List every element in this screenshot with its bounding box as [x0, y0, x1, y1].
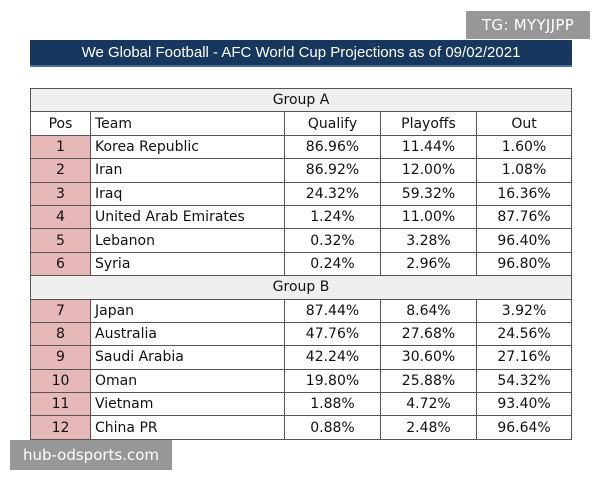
cell-qualify: 86.92%	[284, 158, 381, 183]
cell-out: 16.36%	[475, 181, 573, 206]
cell-playoffs: 12.00%	[380, 158, 477, 183]
cell-out: 96.80%	[475, 251, 573, 277]
group-header-row: Group B	[29, 275, 573, 300]
table-row: 9 Saudi Arabia 42.24% 30.60% 27.16%	[30, 345, 573, 370]
table-row: 5 Lebanon 0.32% 3.28% 96.40%	[30, 228, 573, 253]
table-row: 12 China PR 0.88% 2.48% 96.64%	[30, 415, 573, 440]
cell-playoffs: 4.72%	[380, 392, 477, 417]
cell-pos: 7	[30, 298, 91, 323]
cell-team: Iran	[90, 158, 285, 183]
cell-out: 54.32%	[475, 368, 573, 394]
cell-team: Syria	[90, 251, 285, 277]
cell-team: Iraq	[90, 181, 285, 206]
cell-qualify: 0.32%	[284, 228, 381, 253]
cell-playoffs: 8.64%	[380, 298, 477, 323]
column-header-pos: Pos	[30, 111, 91, 136]
cell-team: United Arab Emirates	[90, 204, 285, 230]
column-header-row: Pos Team Qualify Playoffs Out	[30, 111, 573, 136]
cell-pos: 10	[30, 368, 91, 394]
cell-out: 96.64%	[475, 415, 573, 440]
cell-team: Korea Republic	[90, 134, 285, 160]
cell-qualify: 87.44%	[284, 298, 381, 323]
cell-team: Vietnam	[90, 392, 285, 417]
cell-playoffs: 3.28%	[380, 228, 477, 253]
column-header-qualify: Qualify	[284, 111, 381, 136]
cell-playoffs: 27.68%	[380, 321, 477, 347]
cell-team: Japan	[90, 298, 285, 323]
table-row: 6 Syria 0.24% 2.96% 96.80%	[30, 251, 573, 277]
cell-team: China PR	[90, 415, 285, 440]
column-header-team: Team	[90, 111, 285, 136]
cell-pos: 4	[30, 204, 91, 230]
cell-out: 96.40%	[475, 228, 573, 253]
table-row: 7 Japan 87.44% 8.64% 3.92%	[30, 298, 573, 323]
cell-playoffs: 25.88%	[380, 368, 477, 394]
table-row: 3 Iraq 24.32% 59.32% 16.36%	[30, 181, 573, 206]
cell-pos: 12	[30, 415, 91, 440]
cell-out: 1.60%	[475, 134, 573, 160]
cell-pos: 3	[30, 181, 91, 206]
cell-out: 3.92%	[475, 298, 573, 323]
cell-pos: 11	[30, 392, 91, 417]
cell-team: Lebanon	[90, 228, 285, 253]
column-header-playoffs: Playoffs	[380, 111, 477, 136]
cell-qualify: 1.88%	[284, 392, 381, 417]
cell-pos: 8	[30, 321, 91, 347]
group-name: Group A	[29, 87, 573, 113]
cell-pos: 1	[30, 134, 91, 160]
cell-out: 93.40%	[475, 392, 573, 417]
cell-pos: 5	[30, 228, 91, 253]
cell-qualify: 42.24%	[284, 345, 381, 370]
group-header-row: Group A	[29, 87, 573, 113]
table-row: 8 Australia 47.76% 27.68% 24.56%	[30, 321, 573, 347]
table-row: 4 United Arab Emirates 1.24% 11.00% 87.76%	[30, 204, 573, 230]
cell-playoffs: 11.44%	[380, 134, 477, 160]
cell-pos: 2	[30, 158, 91, 183]
cell-team: Australia	[90, 321, 285, 347]
table-row: 11 Vietnam 1.88% 4.72% 93.40%	[30, 392, 573, 417]
cell-playoffs: 30.60%	[380, 345, 477, 370]
cell-playoffs: 2.48%	[380, 415, 477, 440]
cell-team: Saudi Arabia	[90, 345, 285, 370]
cell-pos: 9	[30, 345, 91, 370]
cell-qualify: 24.32%	[284, 181, 381, 206]
cell-out: 24.56%	[475, 321, 573, 347]
page-title: We Global Football - AFC World Cup Proje…	[30, 40, 572, 65]
table-row: 1 Korea Republic 86.96% 11.44% 1.60%	[30, 134, 573, 160]
column-header-out: Out	[475, 111, 573, 136]
cell-out: 27.16%	[475, 345, 573, 370]
group-name: Group B	[29, 275, 573, 300]
cell-playoffs: 2.96%	[380, 251, 477, 277]
watermark-telegram: TG: MYYJJPP	[466, 11, 590, 39]
cell-playoffs: 11.00%	[380, 204, 477, 230]
cell-qualify: 1.24%	[284, 204, 381, 230]
watermark-site: hub-odsports.com	[10, 440, 172, 470]
cell-qualify: 0.24%	[284, 251, 381, 277]
cell-playoffs: 59.32%	[380, 181, 477, 206]
cell-out: 87.76%	[475, 204, 573, 230]
cell-team: Oman	[90, 368, 285, 394]
cell-qualify: 47.76%	[284, 321, 381, 347]
cell-pos: 6	[30, 251, 91, 277]
cell-qualify: 86.96%	[284, 134, 381, 160]
cell-out: 1.08%	[475, 158, 573, 183]
table-row: 10 Oman 19.80% 25.88% 54.32%	[30, 368, 573, 394]
table-row: 2 Iran 86.92% 12.00% 1.08%	[30, 158, 573, 183]
cell-qualify: 0.88%	[284, 415, 381, 440]
title-underline	[30, 65, 572, 67]
cell-qualify: 19.80%	[284, 368, 381, 394]
